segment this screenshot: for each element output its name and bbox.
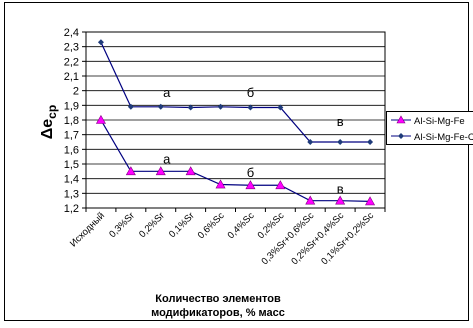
y-tick-label: 1,3 [64,188,79,200]
y-tick-label: 1,6 [64,144,79,156]
x-axis-label-line-1: Количество элементов [155,293,281,305]
y-tick-label: 1,2 [64,203,79,215]
y-tick-label: 2,4 [64,27,79,39]
y-tick-label: 1,4 [64,174,79,186]
legend-label-2: Al-Si-Mg-Fe-Cu [414,132,473,143]
y-tick-label: 2 [73,86,79,98]
annotation-label: а [163,152,171,167]
annotation-label: б [247,85,254,100]
y-tick-label: 1,8 [64,115,79,127]
y-tick-label: 2,2 [64,56,79,68]
y-tick-label: 2,1 [64,71,79,83]
annotation-label: в [337,182,344,197]
y-tick-label: 1,7 [64,130,79,142]
y-tick-label: 1,9 [64,100,79,112]
x-axis-label-line-2: модификаторов, % масс [151,307,285,319]
annotation-label: а [163,85,171,100]
annotation-label: в [337,114,344,129]
y-tick-label: 1,5 [64,159,79,171]
legend: Al-Si-Mg-Fe Al-Si-Mg-Fe-Cu [387,112,473,145]
legend-label-1: Al-Si-Mg-Fe [414,116,465,127]
annotation-label: б [247,165,254,180]
y-tick-label: 2,3 [64,42,79,54]
